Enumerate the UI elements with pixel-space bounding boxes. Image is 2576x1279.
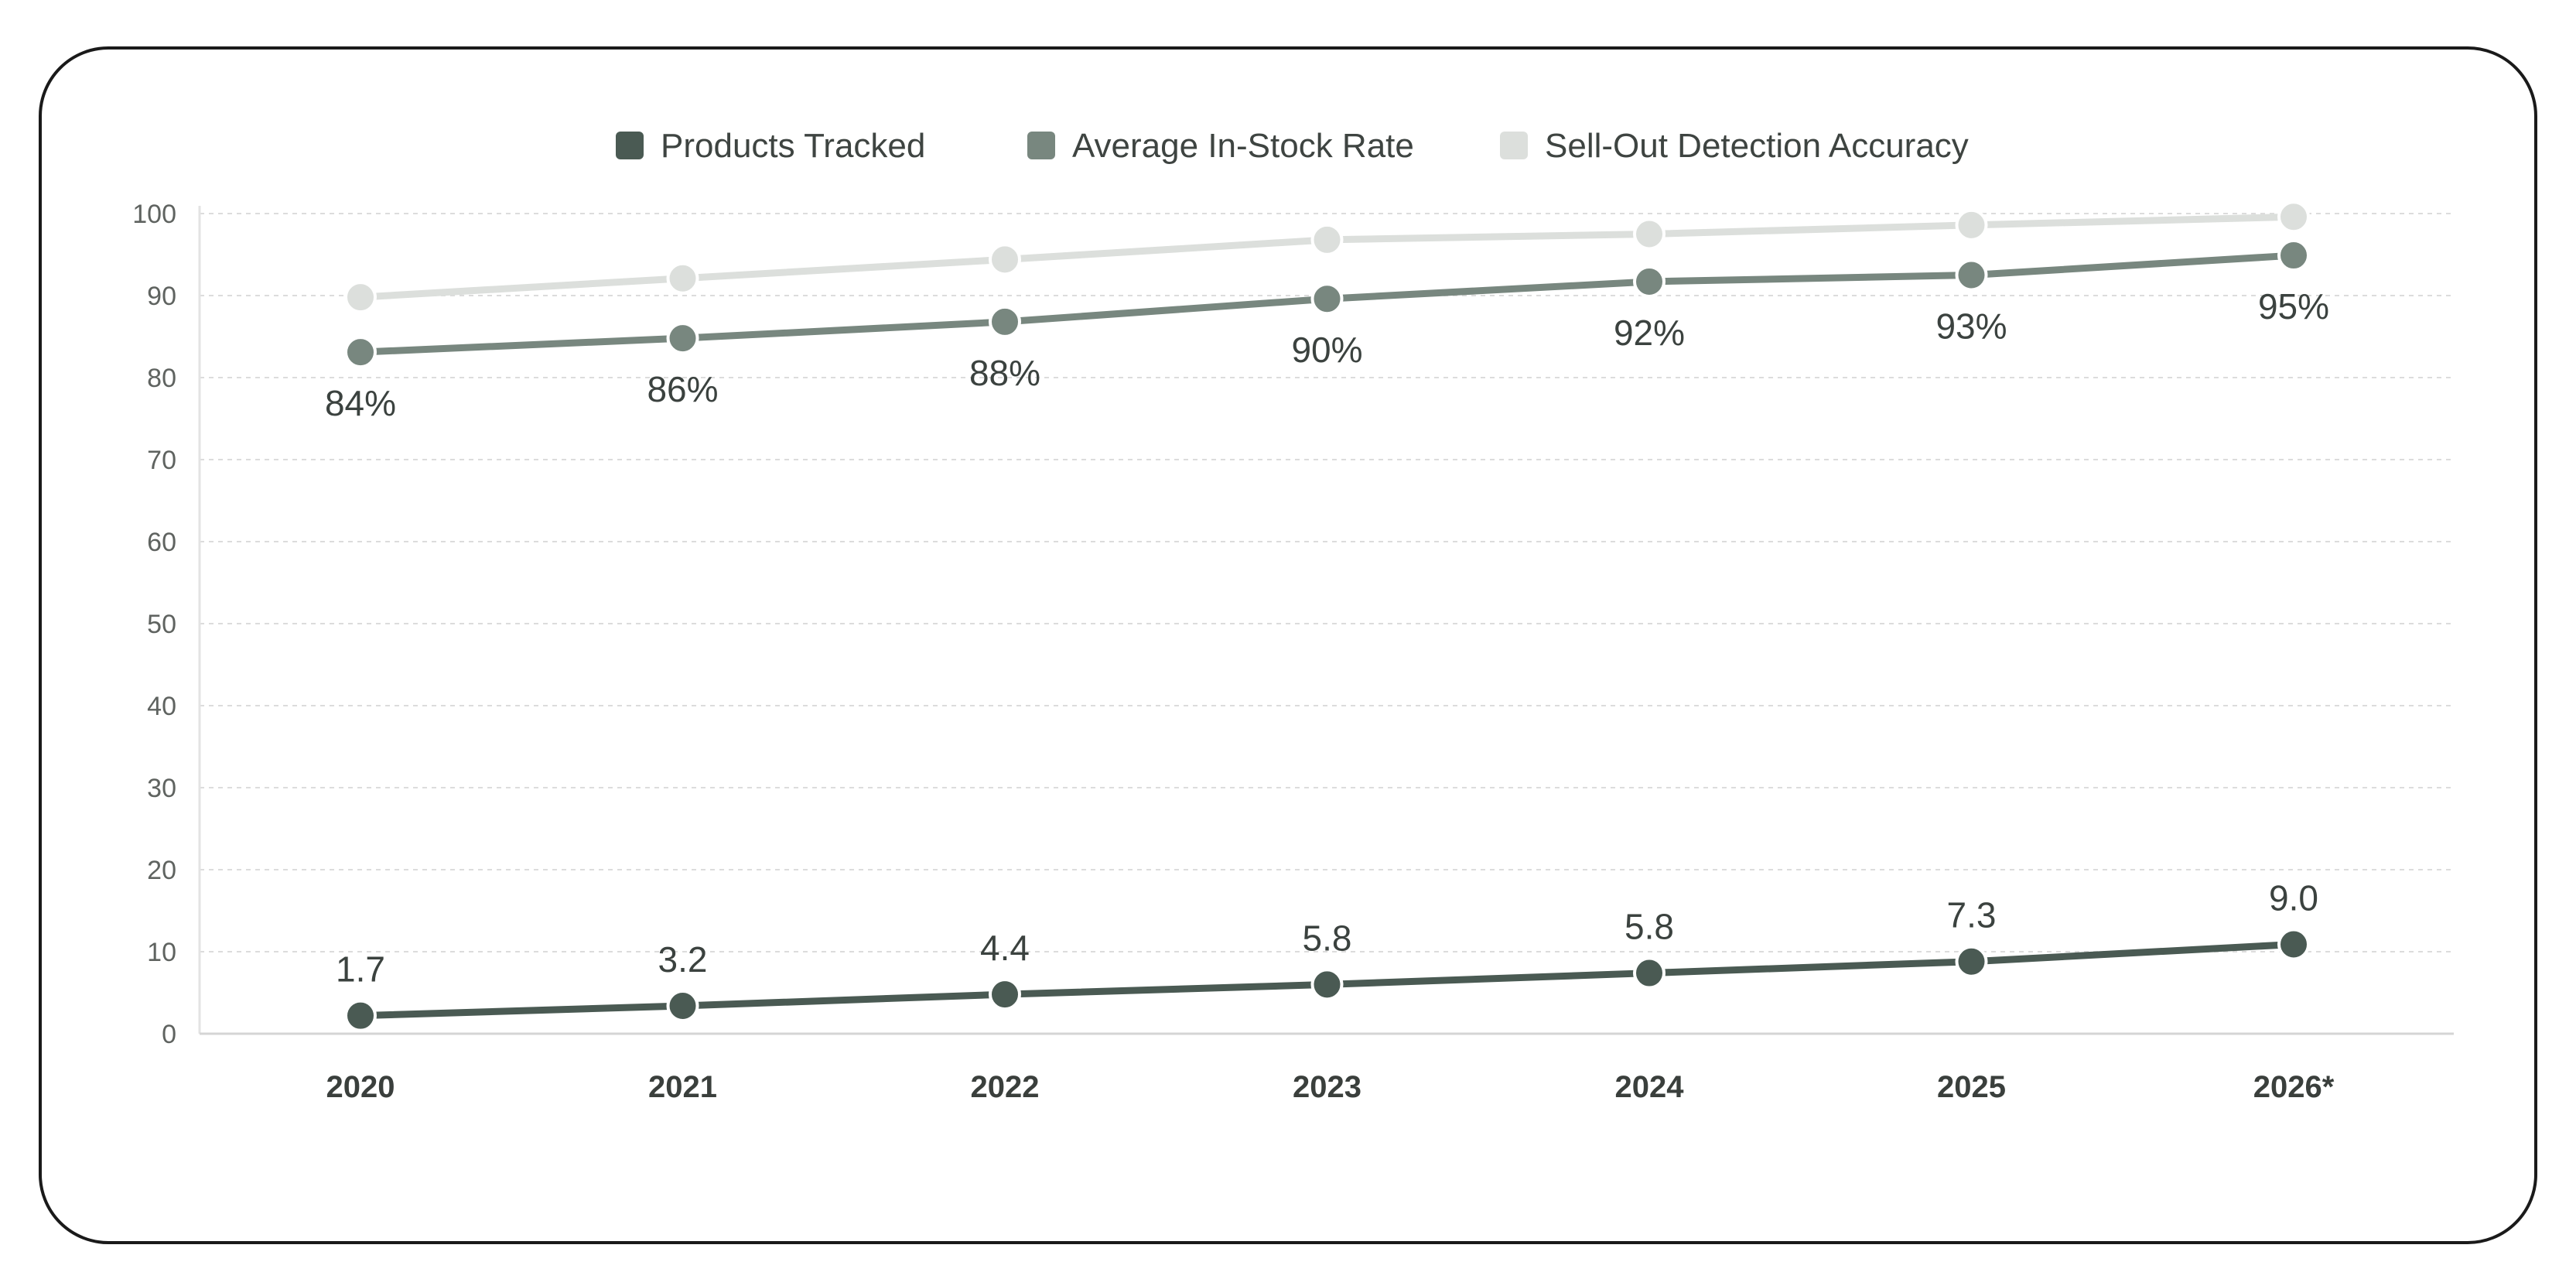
data-label: 84% <box>325 383 396 423</box>
data-point <box>989 305 1021 338</box>
legend-swatch <box>1027 132 1055 159</box>
data-point <box>344 281 377 314</box>
y-tick-label: 70 <box>147 446 176 475</box>
data-point <box>1310 968 1344 1001</box>
y-tick-label: 0 <box>162 1020 176 1049</box>
data-label: 3.2 <box>658 939 708 980</box>
data-label: 7.3 <box>1947 895 1997 935</box>
data-label: 92% <box>1614 313 1685 353</box>
y-tick-label: 10 <box>147 938 176 967</box>
data-point <box>666 262 699 295</box>
data-point <box>2277 928 2310 961</box>
data-point <box>666 989 699 1022</box>
data-point <box>1955 945 1988 978</box>
x-tick-label: 2025 <box>1937 1070 2006 1104</box>
y-tick-label: 40 <box>147 692 176 721</box>
y-tick-label: 30 <box>147 774 176 803</box>
data-label: 1.7 <box>336 949 385 990</box>
legend-label: Products Tracked <box>661 127 925 165</box>
legend-swatch <box>616 132 644 159</box>
chart-card <box>39 46 2537 1244</box>
data-label: 9.0 <box>2269 877 2318 918</box>
y-axis: 0 10 20 30 40 50 60 70 80 90 100 <box>132 200 201 1049</box>
y-tick-label: 60 <box>147 528 176 557</box>
data-point <box>344 336 377 369</box>
gridlines <box>200 213 2454 952</box>
data-label: 86% <box>647 369 718 409</box>
data-point <box>989 243 1021 276</box>
data-labels: 1.7 3.2 4.4 5.8 5.8 7.3 9.0 84% 86% 88% 90% 92% 93% 9… <box>325 286 2329 990</box>
data-point <box>2277 200 2310 234</box>
legend: Products Tracked Average In-Stock Rate Sel… <box>616 127 1969 165</box>
data-point <box>1955 208 1988 241</box>
y-tick-label: 50 <box>147 610 176 639</box>
x-tick-label: 2021 <box>648 1070 717 1104</box>
x-tick-label: 2020 <box>326 1070 395 1104</box>
data-point <box>1633 956 1666 990</box>
legend-label: Sell-Out Detection Accuracy <box>1545 127 1969 165</box>
data-point <box>344 999 377 1032</box>
x-tick-label: 2026* <box>2253 1070 2335 1104</box>
data-label: 93% <box>1935 306 2007 347</box>
data-point <box>2277 239 2310 272</box>
x-tick-label: 2024 <box>1615 1070 1685 1104</box>
y-tick-label: 90 <box>147 282 176 311</box>
data-label: 95% <box>2258 286 2329 327</box>
x-axis: 2020 2021 2022 2023 2024 2025 2026* <box>200 1032 2454 1104</box>
data-label: 90% <box>1291 330 1362 370</box>
data-label: 5.8 <box>1625 907 1674 947</box>
data-point <box>1633 217 1666 251</box>
y-tick-label: 20 <box>147 856 176 885</box>
legend-swatch <box>1500 132 1528 159</box>
y-tick-label: 80 <box>147 364 176 393</box>
data-label: 88% <box>969 353 1040 393</box>
x-tick-label: 2023 <box>1293 1070 1361 1104</box>
x-tick-label: 2022 <box>971 1070 1040 1104</box>
data-point <box>1633 265 1666 298</box>
data-label: 5.8 <box>1303 918 1352 958</box>
data-point <box>989 978 1021 1011</box>
legend-label: Average In-Stock Rate <box>1072 127 1414 165</box>
data-label: 4.4 <box>980 928 1030 968</box>
series-group <box>344 200 2310 1032</box>
y-tick-label: 100 <box>132 200 176 229</box>
data-point <box>666 322 699 355</box>
data-point <box>1310 223 1344 256</box>
data-point <box>1310 282 1344 316</box>
data-point <box>1955 258 1988 292</box>
